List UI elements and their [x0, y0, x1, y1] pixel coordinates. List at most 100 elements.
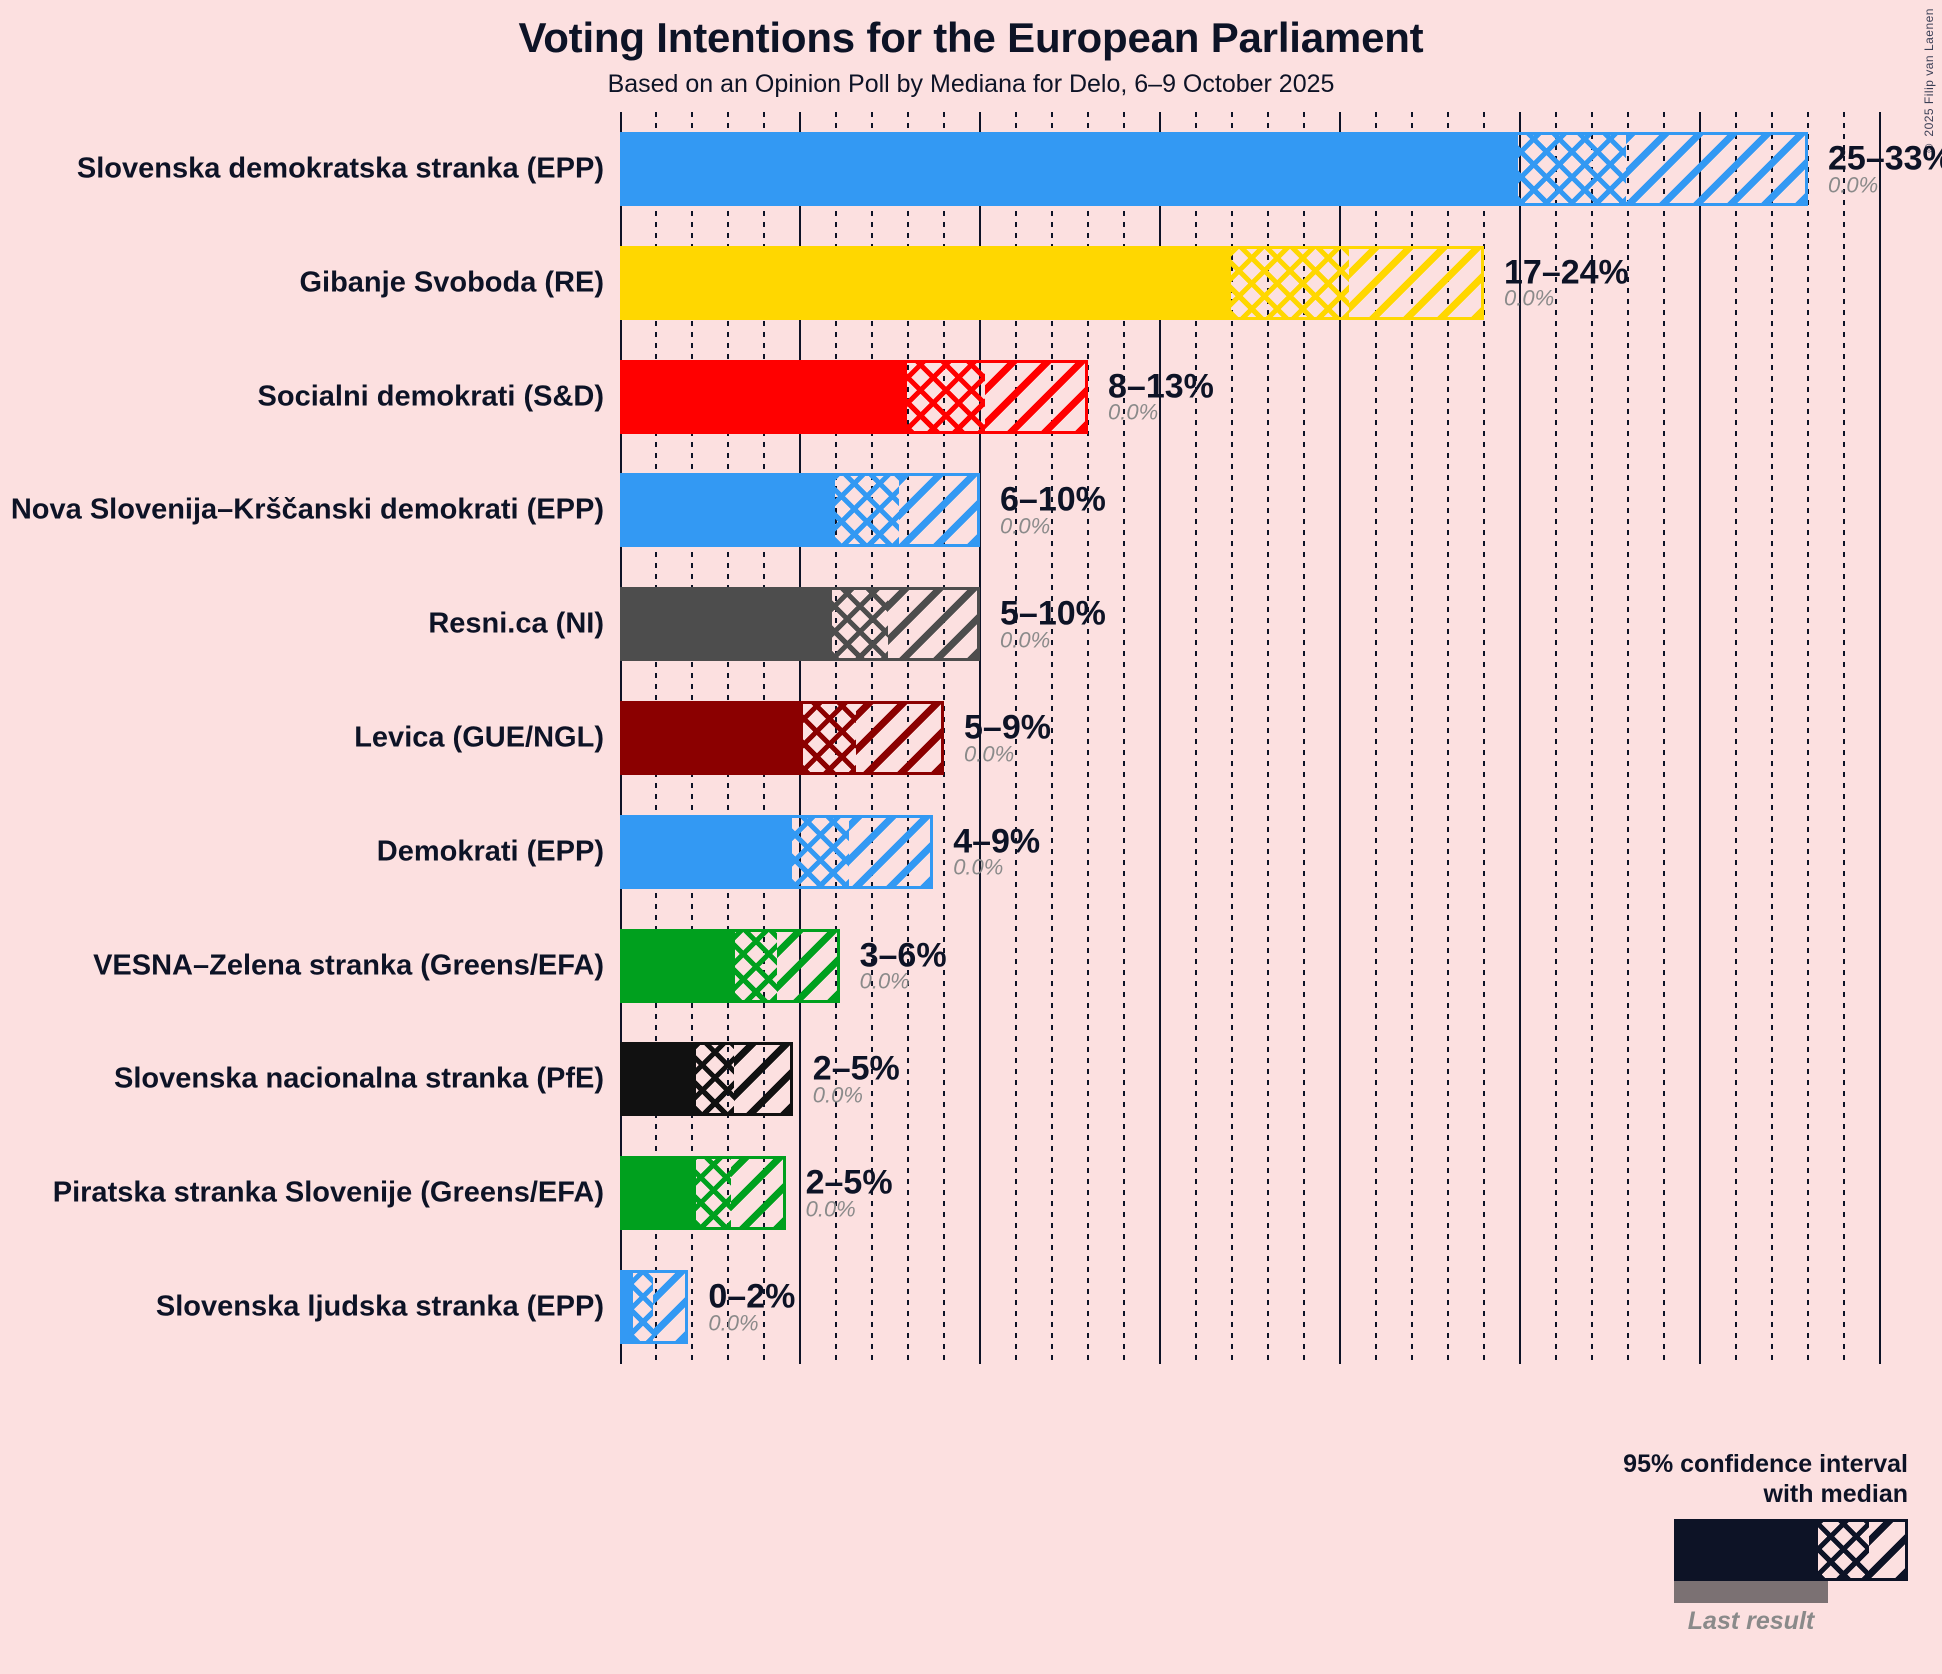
- segment-ci-low-to-median: [632, 1273, 653, 1342]
- legend-swatch: [1674, 1519, 1908, 1581]
- segment-ci-low-to-median: [1230, 248, 1349, 317]
- legend-line-1: 95% confidence interval: [1623, 1450, 1908, 1478]
- confidence-interval-bar[interactable]: [620, 131, 1808, 206]
- chart-legend: 95% confidence interval with median Last…: [1388, 1450, 1908, 1636]
- segment-below-ci-low: [623, 817, 793, 886]
- last-result-label: 0.0%: [1000, 513, 1051, 539]
- last-result-label: 0.0%: [953, 854, 1004, 880]
- party-label: Nova Slovenija–Krščanski demokrati (EPP): [10, 493, 604, 526]
- segment-median-to-ci-high: [734, 1045, 790, 1114]
- party-label: Slovenska ljudska stranka (EPP): [155, 1290, 604, 1323]
- segment-below-ci-low: [623, 134, 1519, 203]
- segment-below-ci-low: [623, 704, 804, 772]
- value-label-group: 2–5% 0.0%: [813, 1052, 900, 1107]
- bar-row[interactable]: Slovenska ljudska stranka (EPP) 0–2% 0.0%: [156, 1270, 1880, 1345]
- bar-row[interactable]: Resni.ca (NI) 5–10% 0.0%: [428, 587, 1880, 662]
- confidence-interval-label: 25–33%: [1828, 139, 1942, 178]
- segment-ci-low-to-median: [1518, 134, 1626, 203]
- segment-median-to-ci-high: [652, 1273, 686, 1342]
- value-label-group: 6–10% 0.0%: [1000, 483, 1106, 538]
- party-label: Slovenska nacionalna stranka (PfE): [114, 1062, 604, 1095]
- confidence-interval-label: 5–10%: [1000, 594, 1106, 633]
- segment-below-ci-low: [623, 476, 836, 545]
- page-title: Voting Intentions for the European Parli…: [518, 14, 1424, 61]
- bar-row[interactable]: VESNA–Zelena stranka (Greens/EFA) 3–6% 0.0…: [93, 928, 1880, 1003]
- confidence-interval-bar[interactable]: [620, 1156, 786, 1231]
- confidence-interval-label: 17–24%: [1504, 253, 1629, 292]
- legend-last-result-swatch: [1674, 1581, 1828, 1603]
- party-label: VESNA–Zelena stranka (Greens/EFA): [93, 949, 604, 982]
- last-result-label: 0.0%: [1828, 172, 1879, 198]
- chart-subtitle: Based on an Opinion Poll by Mediana for …: [607, 70, 1335, 98]
- segment-below-ci-low: [623, 1273, 633, 1342]
- segment-ci-low-to-median: [735, 931, 778, 1000]
- segment-ci-low-to-median: [831, 590, 889, 659]
- party-label: Gibanje Svoboda (RE): [299, 266, 604, 299]
- legend-last-result-label: Last result: [1687, 1607, 1815, 1635]
- bar-row[interactable]: Gibanje Svoboda (RE) 17–24% 0.0%: [299, 245, 1880, 320]
- value-label-group: 2–5% 0.0%: [806, 1166, 893, 1221]
- last-result-label: 0.0%: [1108, 399, 1159, 425]
- segment-below-ci-low: [623, 248, 1231, 317]
- bar-row[interactable]: Levica (GUE/NGL) 5–9% 0.0%: [354, 701, 1880, 775]
- value-label-group: 5–9% 0.0%: [964, 710, 1051, 765]
- segment-below-ci-low: [623, 362, 908, 431]
- value-label-group: 0–2% 0.0%: [708, 1277, 796, 1336]
- confidence-interval-label: 8–13%: [1108, 366, 1214, 405]
- segment-ci-low-to-median: [907, 362, 986, 431]
- confidence-interval-label: 6–10%: [1000, 480, 1106, 519]
- bar-row[interactable]: Piratska stranka Slovenije (Greens/EFA) 2…: [53, 1156, 1880, 1231]
- confidence-interval-bar[interactable]: [620, 473, 980, 548]
- confidence-interval-bar[interactable]: [620, 814, 934, 889]
- party-label: Slovenska demokratska stranka (EPP): [76, 152, 604, 185]
- last-result-label: 0.0%: [708, 1310, 759, 1336]
- segment-median-to-ci-high: [985, 362, 1085, 431]
- segment-median-to-ci-high: [856, 704, 941, 772]
- last-result-label: 0.0%: [812, 1082, 863, 1108]
- last-result-label: 0.0%: [1504, 285, 1555, 311]
- value-label-group: 4–9% 0.0%: [953, 824, 1040, 879]
- confidence-interval-label: 2–5%: [805, 1163, 893, 1202]
- confidence-interval-label: 5–9%: [964, 708, 1051, 747]
- legend-segment-solid: [1677, 1522, 1819, 1578]
- bar-rows: Slovenska demokratska stranka (EPP) 25–33…: [11, 112, 1942, 1364]
- last-result-label: 0.0%: [964, 741, 1015, 767]
- segment-ci-low-to-median: [792, 817, 849, 886]
- party-label: Demokrati (EPP): [376, 835, 604, 868]
- value-label-group: 5–10% 0.0%: [1000, 594, 1106, 652]
- bar-row[interactable]: Socialni demokrati (S&D) 8–13% 0.0%: [258, 359, 1880, 434]
- segment-below-ci-low: [623, 590, 832, 659]
- confidence-interval-bar[interactable]: [620, 245, 1484, 320]
- segment-ci-low-to-median: [835, 476, 900, 545]
- bar-row[interactable]: Demokrati (EPP) 4–9% 0.0%: [377, 814, 1880, 889]
- segment-median-to-ci-high: [888, 590, 977, 659]
- plot-area: Slovenska demokratska stranka (EPP) 25–33…: [11, 112, 1942, 1364]
- value-label-group: 8–13% 0.0%: [1108, 369, 1214, 424]
- confidence-interval-bar[interactable]: [620, 1042, 793, 1117]
- last-result-label: 0.0%: [805, 1196, 856, 1222]
- legend-line-2: with median: [1763, 1479, 1908, 1508]
- segment-below-ci-low: [623, 1045, 696, 1114]
- confidence-interval-label: 0–2%: [708, 1277, 796, 1316]
- segment-median-to-ci-high: [777, 931, 837, 1000]
- confidence-interval-bar[interactable]: [620, 928, 840, 1003]
- segment-median-to-ci-high: [730, 1159, 783, 1228]
- copyright-notice: © 2025 Filip van Laenen: [1922, 8, 1936, 155]
- confidence-interval-bar[interactable]: [620, 701, 944, 775]
- confidence-interval-bar[interactable]: [620, 359, 1088, 434]
- segment-ci-low-to-median: [695, 1159, 731, 1228]
- confidence-interval-bar[interactable]: [620, 587, 980, 662]
- bar-row[interactable]: Slovenska demokratska stranka (EPP) 25–33…: [77, 131, 1942, 206]
- value-label-group: 3–6% 0.0%: [860, 938, 947, 993]
- bar-row[interactable]: Slovenska nacionalna stranka (PfE) 2–5% 0.…: [114, 1042, 1880, 1117]
- party-label: Socialni demokrati (S&D): [257, 380, 604, 413]
- party-label: Piratska stranka Slovenije (Greens/EFA): [52, 1176, 604, 1209]
- confidence-interval-label: 3–6%: [859, 936, 947, 975]
- bar-row[interactable]: Nova Slovenija–Krščanski demokrati (EPP)…: [11, 473, 1880, 548]
- confidence-interval-bar[interactable]: [620, 1270, 689, 1345]
- value-label-group: 17–24% 0.0%: [1504, 255, 1629, 310]
- segment-median-to-ci-high: [1625, 134, 1805, 203]
- party-label: Levica (GUE/NGL): [354, 721, 604, 754]
- legend-segment-diag: [1868, 1522, 1905, 1578]
- segment-median-to-ci-high: [1348, 248, 1481, 317]
